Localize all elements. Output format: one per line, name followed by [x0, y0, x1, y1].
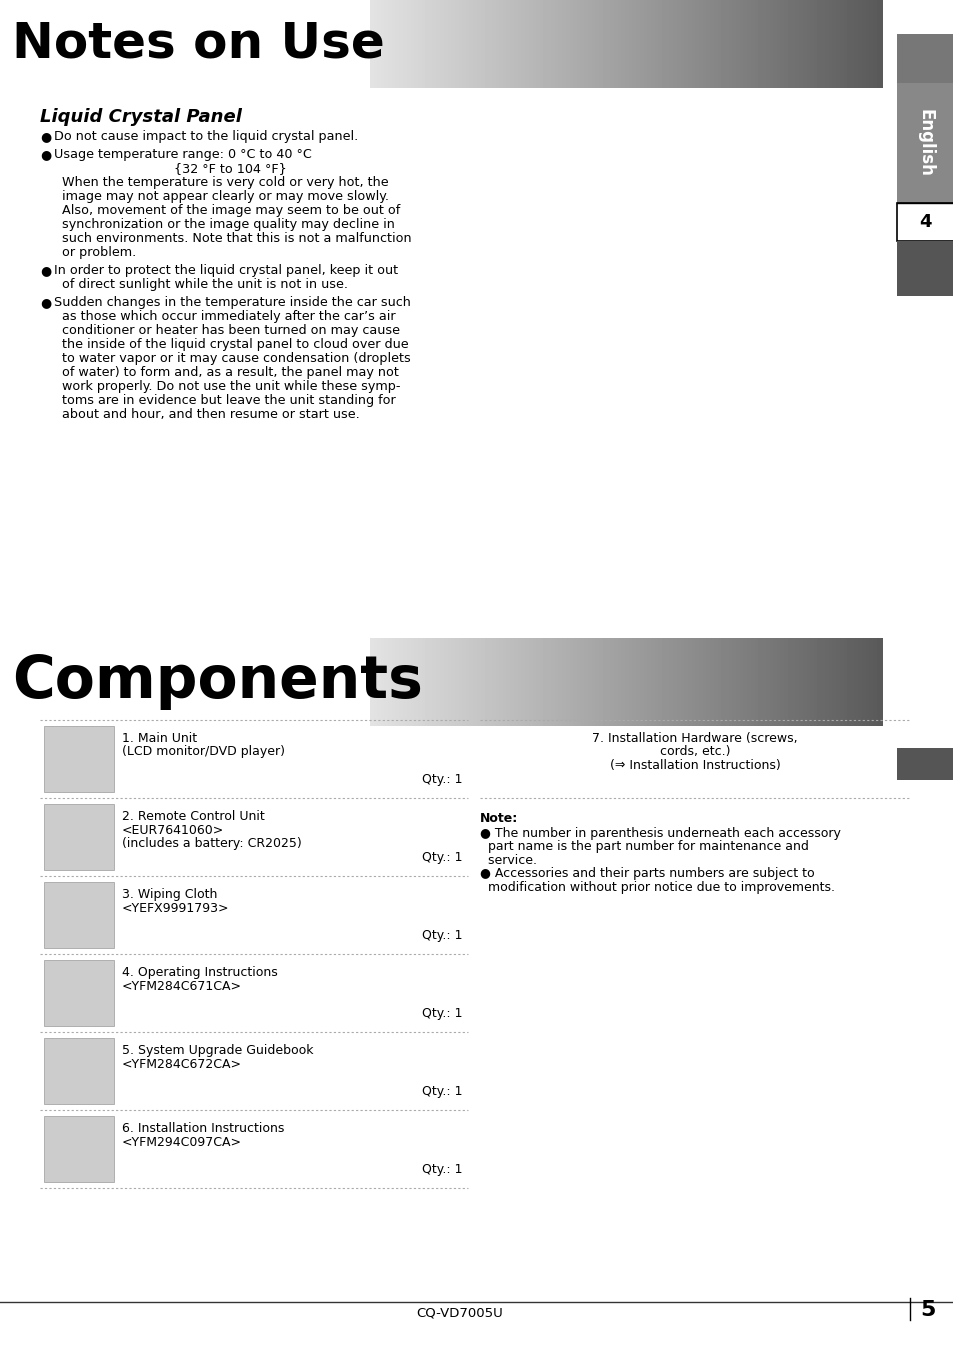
Text: ●: ● — [40, 148, 51, 160]
Text: When the temperature is very cold or very hot, the: When the temperature is very cold or ver… — [54, 177, 388, 189]
Text: ●: ● — [40, 129, 51, 143]
Bar — [44, 1116, 113, 1182]
Text: English: English — [916, 109, 934, 177]
Text: about and hour, and then resume or start use.: about and hour, and then resume or start… — [54, 408, 359, 421]
Text: as those which occur immediately after the car’s air: as those which occur immediately after t… — [54, 310, 395, 324]
Text: Qty.: 1: Qty.: 1 — [422, 851, 462, 864]
Text: Qty.: 1: Qty.: 1 — [422, 772, 462, 786]
Bar — [896, 34, 953, 84]
Bar — [896, 84, 953, 204]
Text: Sudden changes in the temperature inside the car such: Sudden changes in the temperature inside… — [54, 297, 411, 309]
Text: ● The number in parenthesis underneath each accessory: ● The number in parenthesis underneath e… — [479, 826, 840, 840]
Text: of direct sunlight while the unit is not in use.: of direct sunlight while the unit is not… — [54, 278, 348, 291]
Text: In order to protect the liquid crystal panel, keep it out: In order to protect the liquid crystal p… — [54, 264, 397, 276]
Bar — [44, 960, 113, 1026]
Bar — [896, 748, 953, 780]
Text: of water) to form and, as a result, the panel may not: of water) to form and, as a result, the … — [54, 367, 398, 379]
Text: <EUR7641060>: <EUR7641060> — [122, 824, 224, 837]
Text: Liquid Crystal Panel: Liquid Crystal Panel — [40, 108, 242, 125]
Text: (⇒ Installation Instructions): (⇒ Installation Instructions) — [609, 759, 780, 772]
Text: 4. Operating Instructions: 4. Operating Instructions — [122, 967, 277, 979]
Text: or problem.: or problem. — [54, 245, 136, 259]
Text: 1. Main Unit: 1. Main Unit — [122, 732, 197, 745]
Text: ●: ● — [40, 297, 51, 309]
Text: modification without prior notice due to improvements.: modification without prior notice due to… — [479, 880, 834, 894]
Bar — [44, 727, 113, 793]
Text: 5. System Upgrade Guidebook: 5. System Upgrade Guidebook — [122, 1043, 314, 1057]
Text: Notes on Use: Notes on Use — [12, 20, 384, 67]
Bar — [0, 638, 370, 727]
Text: Qty.: 1: Qty.: 1 — [422, 1163, 462, 1175]
Text: 3. Wiping Cloth: 3. Wiping Cloth — [122, 888, 217, 900]
Bar — [0, 0, 370, 88]
Text: Do not cause impact to the liquid crystal panel.: Do not cause impact to the liquid crysta… — [54, 129, 358, 143]
Text: such environments. Note that this is not a malfunction: such environments. Note that this is not… — [54, 232, 411, 245]
Text: Also, movement of the image may seem to be out of: Also, movement of the image may seem to … — [54, 204, 400, 217]
Text: the inside of the liquid crystal panel to cloud over due: the inside of the liquid crystal panel t… — [54, 338, 408, 350]
Text: 5: 5 — [920, 1299, 935, 1320]
Text: {32 °F to 104 °F}: {32 °F to 104 °F} — [54, 162, 287, 175]
Text: image may not appear clearly or may move slowly.: image may not appear clearly or may move… — [54, 190, 389, 204]
Text: Qty.: 1: Qty.: 1 — [422, 1007, 462, 1020]
Text: <YFM284C671CA>: <YFM284C671CA> — [122, 980, 242, 992]
Text: conditioner or heater has been turned on may cause: conditioner or heater has been turned on… — [54, 324, 399, 337]
Text: to water vapor or it may cause condensation (droplets: to water vapor or it may cause condensat… — [54, 352, 411, 365]
Text: (includes a battery: CR2025): (includes a battery: CR2025) — [122, 837, 301, 851]
Text: work properly. Do not use the unit while these symp-: work properly. Do not use the unit while… — [54, 380, 400, 394]
Bar — [44, 1038, 113, 1104]
Text: 6. Installation Instructions: 6. Installation Instructions — [122, 1122, 284, 1135]
Text: synchronization or the image quality may decline in: synchronization or the image quality may… — [54, 218, 395, 231]
Text: (LCD monitor/DVD player): (LCD monitor/DVD player) — [122, 745, 285, 759]
Text: Usage temperature range: 0 °C to 40 °C: Usage temperature range: 0 °C to 40 °C — [54, 148, 312, 160]
Bar — [896, 241, 953, 297]
Bar — [44, 803, 113, 869]
Text: 7. Installation Hardware (screws,: 7. Installation Hardware (screws, — [592, 732, 797, 745]
Text: <YEFX9991793>: <YEFX9991793> — [122, 902, 230, 914]
Text: CQ-VD7005U: CQ-VD7005U — [416, 1308, 503, 1320]
Text: service.: service. — [479, 853, 537, 867]
Text: 2. Remote Control Unit: 2. Remote Control Unit — [122, 810, 265, 824]
Text: Components: Components — [12, 654, 422, 710]
Text: Qty.: 1: Qty.: 1 — [422, 1085, 462, 1099]
Text: part name is the part number for maintenance and: part name is the part number for mainten… — [479, 840, 808, 853]
Text: toms are in evidence but leave the unit standing for: toms are in evidence but leave the unit … — [54, 394, 395, 407]
Text: 4: 4 — [919, 213, 931, 231]
Text: Qty.: 1: Qty.: 1 — [422, 929, 462, 942]
Text: cords, etc.): cords, etc.) — [659, 745, 729, 759]
Text: Note:: Note: — [479, 811, 517, 825]
Text: ●: ● — [40, 264, 51, 276]
Text: ● Accessories and their parts numbers are subject to: ● Accessories and their parts numbers ar… — [479, 867, 814, 880]
Text: <YFM294C097CA>: <YFM294C097CA> — [122, 1135, 242, 1148]
Bar — [44, 882, 113, 948]
Bar — [896, 204, 953, 241]
Text: <YFM284C672CA>: <YFM284C672CA> — [122, 1057, 242, 1070]
